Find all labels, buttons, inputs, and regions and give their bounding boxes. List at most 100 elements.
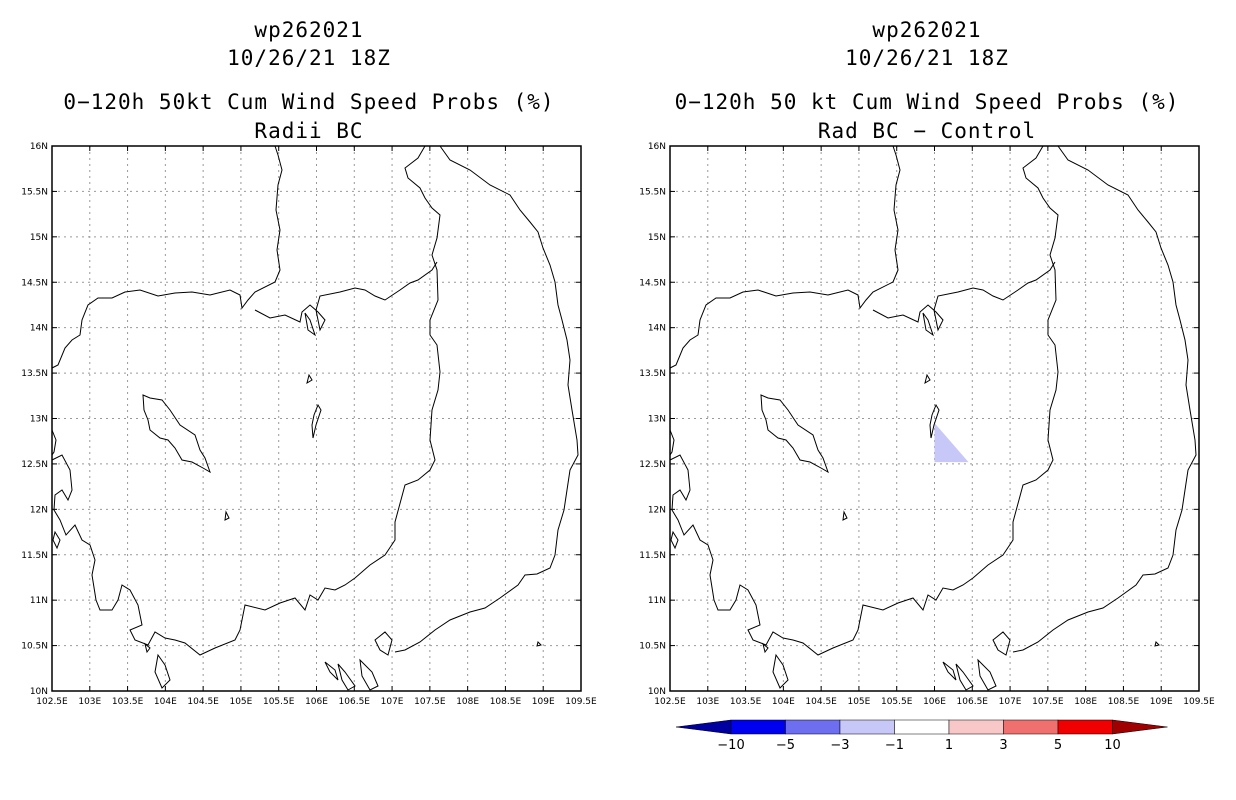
colorbar-cell bbox=[675, 719, 732, 735]
lat-tick-label: 11.5N bbox=[21, 551, 48, 561]
colorbar-label: 1 bbox=[945, 738, 953, 753]
lon-tick-label: 106.5E bbox=[957, 697, 989, 707]
coastline-path bbox=[224, 510, 230, 521]
coastline-path bbox=[942, 661, 957, 681]
coastline-path bbox=[977, 658, 997, 691]
colorbar-cell bbox=[948, 719, 1004, 735]
coastline-path bbox=[324, 661, 339, 681]
coastline-path bbox=[762, 642, 769, 654]
lat-tick-label: 11N bbox=[30, 596, 48, 606]
colorbar-label: −10 bbox=[717, 738, 744, 753]
lon-tick-label: 107E bbox=[381, 697, 404, 707]
colorbar-cell bbox=[1057, 719, 1113, 735]
colorbar-label: 3 bbox=[999, 738, 1007, 753]
lat-tick-label: 10.5N bbox=[21, 642, 48, 652]
coastline-path bbox=[337, 663, 356, 691]
coastline-path bbox=[669, 145, 1059, 656]
coastline-path bbox=[51, 429, 57, 456]
colorbar-cell bbox=[1112, 719, 1168, 735]
lon-tick-label: 103E bbox=[696, 697, 719, 707]
lon-tick-label: 104E bbox=[154, 697, 177, 707]
lon-tick-label: 109E bbox=[532, 697, 555, 707]
plot-subtitle: Radii BC bbox=[254, 119, 364, 143]
coastline-path bbox=[304, 312, 316, 337]
lon-tick-label: 108E bbox=[1074, 697, 1097, 707]
lat-tick-label: 12.5N bbox=[21, 460, 48, 470]
lat-tick-label: 12N bbox=[30, 505, 48, 515]
lon-tick-label: 104.5E bbox=[805, 697, 837, 707]
coastline-path bbox=[669, 145, 901, 369]
lat-tick-label: 14.5N bbox=[21, 278, 48, 288]
lon-tick-label: 108.5E bbox=[490, 697, 522, 707]
lat-tick-label: 14.5N bbox=[639, 278, 666, 288]
grid-lines bbox=[52, 146, 581, 691]
coastline-path bbox=[51, 145, 441, 656]
lon-tick-label: 108E bbox=[456, 697, 479, 707]
lon-tick-label: 105E bbox=[847, 697, 870, 707]
coastline-path bbox=[1154, 641, 1160, 647]
lon-tick-label: 106E bbox=[923, 697, 946, 707]
colorbar-label: 5 bbox=[1054, 738, 1062, 753]
plot-title: 0−120h 50kt Cum Wind Speed Probs (%) bbox=[63, 90, 555, 114]
lat-tick-label: 15.5N bbox=[639, 187, 666, 197]
lon-tick-label: 104E bbox=[772, 697, 795, 707]
coastline-path bbox=[536, 641, 542, 647]
colorbar-cell bbox=[839, 719, 895, 735]
lon-tick-label: 109.5E bbox=[565, 697, 597, 707]
coastline-path bbox=[254, 261, 438, 332]
storm-id: wp262021 bbox=[254, 18, 364, 42]
lon-tick-label: 103E bbox=[78, 697, 101, 707]
plot-title: 0−120h 50 kt Cum Wind Speed Probs (%) bbox=[674, 90, 1180, 114]
coastline-path bbox=[992, 631, 1011, 656]
colorbar: −10 −5 −3 −1 1 3 5 10 bbox=[675, 719, 1168, 753]
coastline-path bbox=[955, 663, 974, 691]
coastline-path bbox=[311, 403, 322, 439]
coastline-path bbox=[154, 653, 171, 689]
lat-tick-label: 13N bbox=[648, 415, 666, 425]
lat-tick-label: 11.5N bbox=[639, 551, 666, 561]
lon-tick-label: 105E bbox=[229, 697, 252, 707]
lon-tick-label: 106.5E bbox=[339, 697, 371, 707]
coastline-path bbox=[142, 394, 211, 474]
lat-tick-label: 10.5N bbox=[639, 642, 666, 652]
coastline-path bbox=[52, 530, 61, 550]
plot-subtitle: Rad BC − Control bbox=[817, 119, 1037, 143]
colorbar-cell bbox=[894, 719, 950, 735]
lat-tick-label: 15.5N bbox=[21, 187, 48, 197]
lon-tick-label: 105.5E bbox=[881, 697, 913, 707]
coastlines bbox=[669, 145, 1197, 691]
lat-tick-label: 12.5N bbox=[639, 460, 666, 470]
lat-tick-label: 13.5N bbox=[21, 369, 48, 379]
coastline-path bbox=[374, 631, 393, 656]
colorbar-label: −1 bbox=[885, 738, 904, 753]
forecast-datetime: 10/26/21 18Z bbox=[227, 46, 391, 70]
lat-tick-label: 12N bbox=[648, 505, 666, 515]
coastline-path bbox=[1012, 145, 1197, 653]
lat-tick-label: 16N bbox=[30, 142, 48, 152]
lat-tick-label: 15N bbox=[30, 233, 48, 243]
lat-tick-label: 11N bbox=[648, 596, 666, 606]
colorbar-cell bbox=[785, 719, 841, 735]
coastline-path bbox=[842, 510, 848, 521]
coastline-path bbox=[922, 312, 934, 337]
coastline-path bbox=[924, 373, 931, 385]
coastlines bbox=[51, 145, 579, 691]
lon-tick-label: 109E bbox=[1150, 697, 1173, 707]
coastline-path bbox=[394, 145, 579, 653]
coastline-path bbox=[760, 394, 829, 474]
lon-tick-label: 107.5E bbox=[414, 697, 446, 707]
grid-lines bbox=[670, 146, 1199, 691]
lon-tick-label: 106E bbox=[305, 697, 328, 707]
lat-tick-label: 10N bbox=[30, 687, 48, 697]
colorbar-label: −5 bbox=[776, 738, 795, 753]
colorbar-cell bbox=[730, 719, 786, 735]
lon-tick-label: 107E bbox=[999, 697, 1022, 707]
left-map-panel: wp262021 10/26/21 18Z 0−120h 50kt Cum Wi… bbox=[21, 18, 597, 707]
coastline-path bbox=[669, 429, 675, 456]
difference-map: 10N 10.5N 11N 11.5N 12N 12.5N 13N 13.5N 14N 14.5N… bbox=[639, 142, 1215, 753]
lat-tick-label: 14N bbox=[648, 324, 666, 334]
lon-tick-label: 103.5E bbox=[730, 697, 762, 707]
coastline-path bbox=[772, 653, 789, 689]
lon-tick-label: 107.5E bbox=[1032, 697, 1064, 707]
wind-prob-map: 10N 10.5N 11N 11.5N 12N 12.5N 13N 13.5N 14N 14.5N… bbox=[21, 142, 597, 707]
